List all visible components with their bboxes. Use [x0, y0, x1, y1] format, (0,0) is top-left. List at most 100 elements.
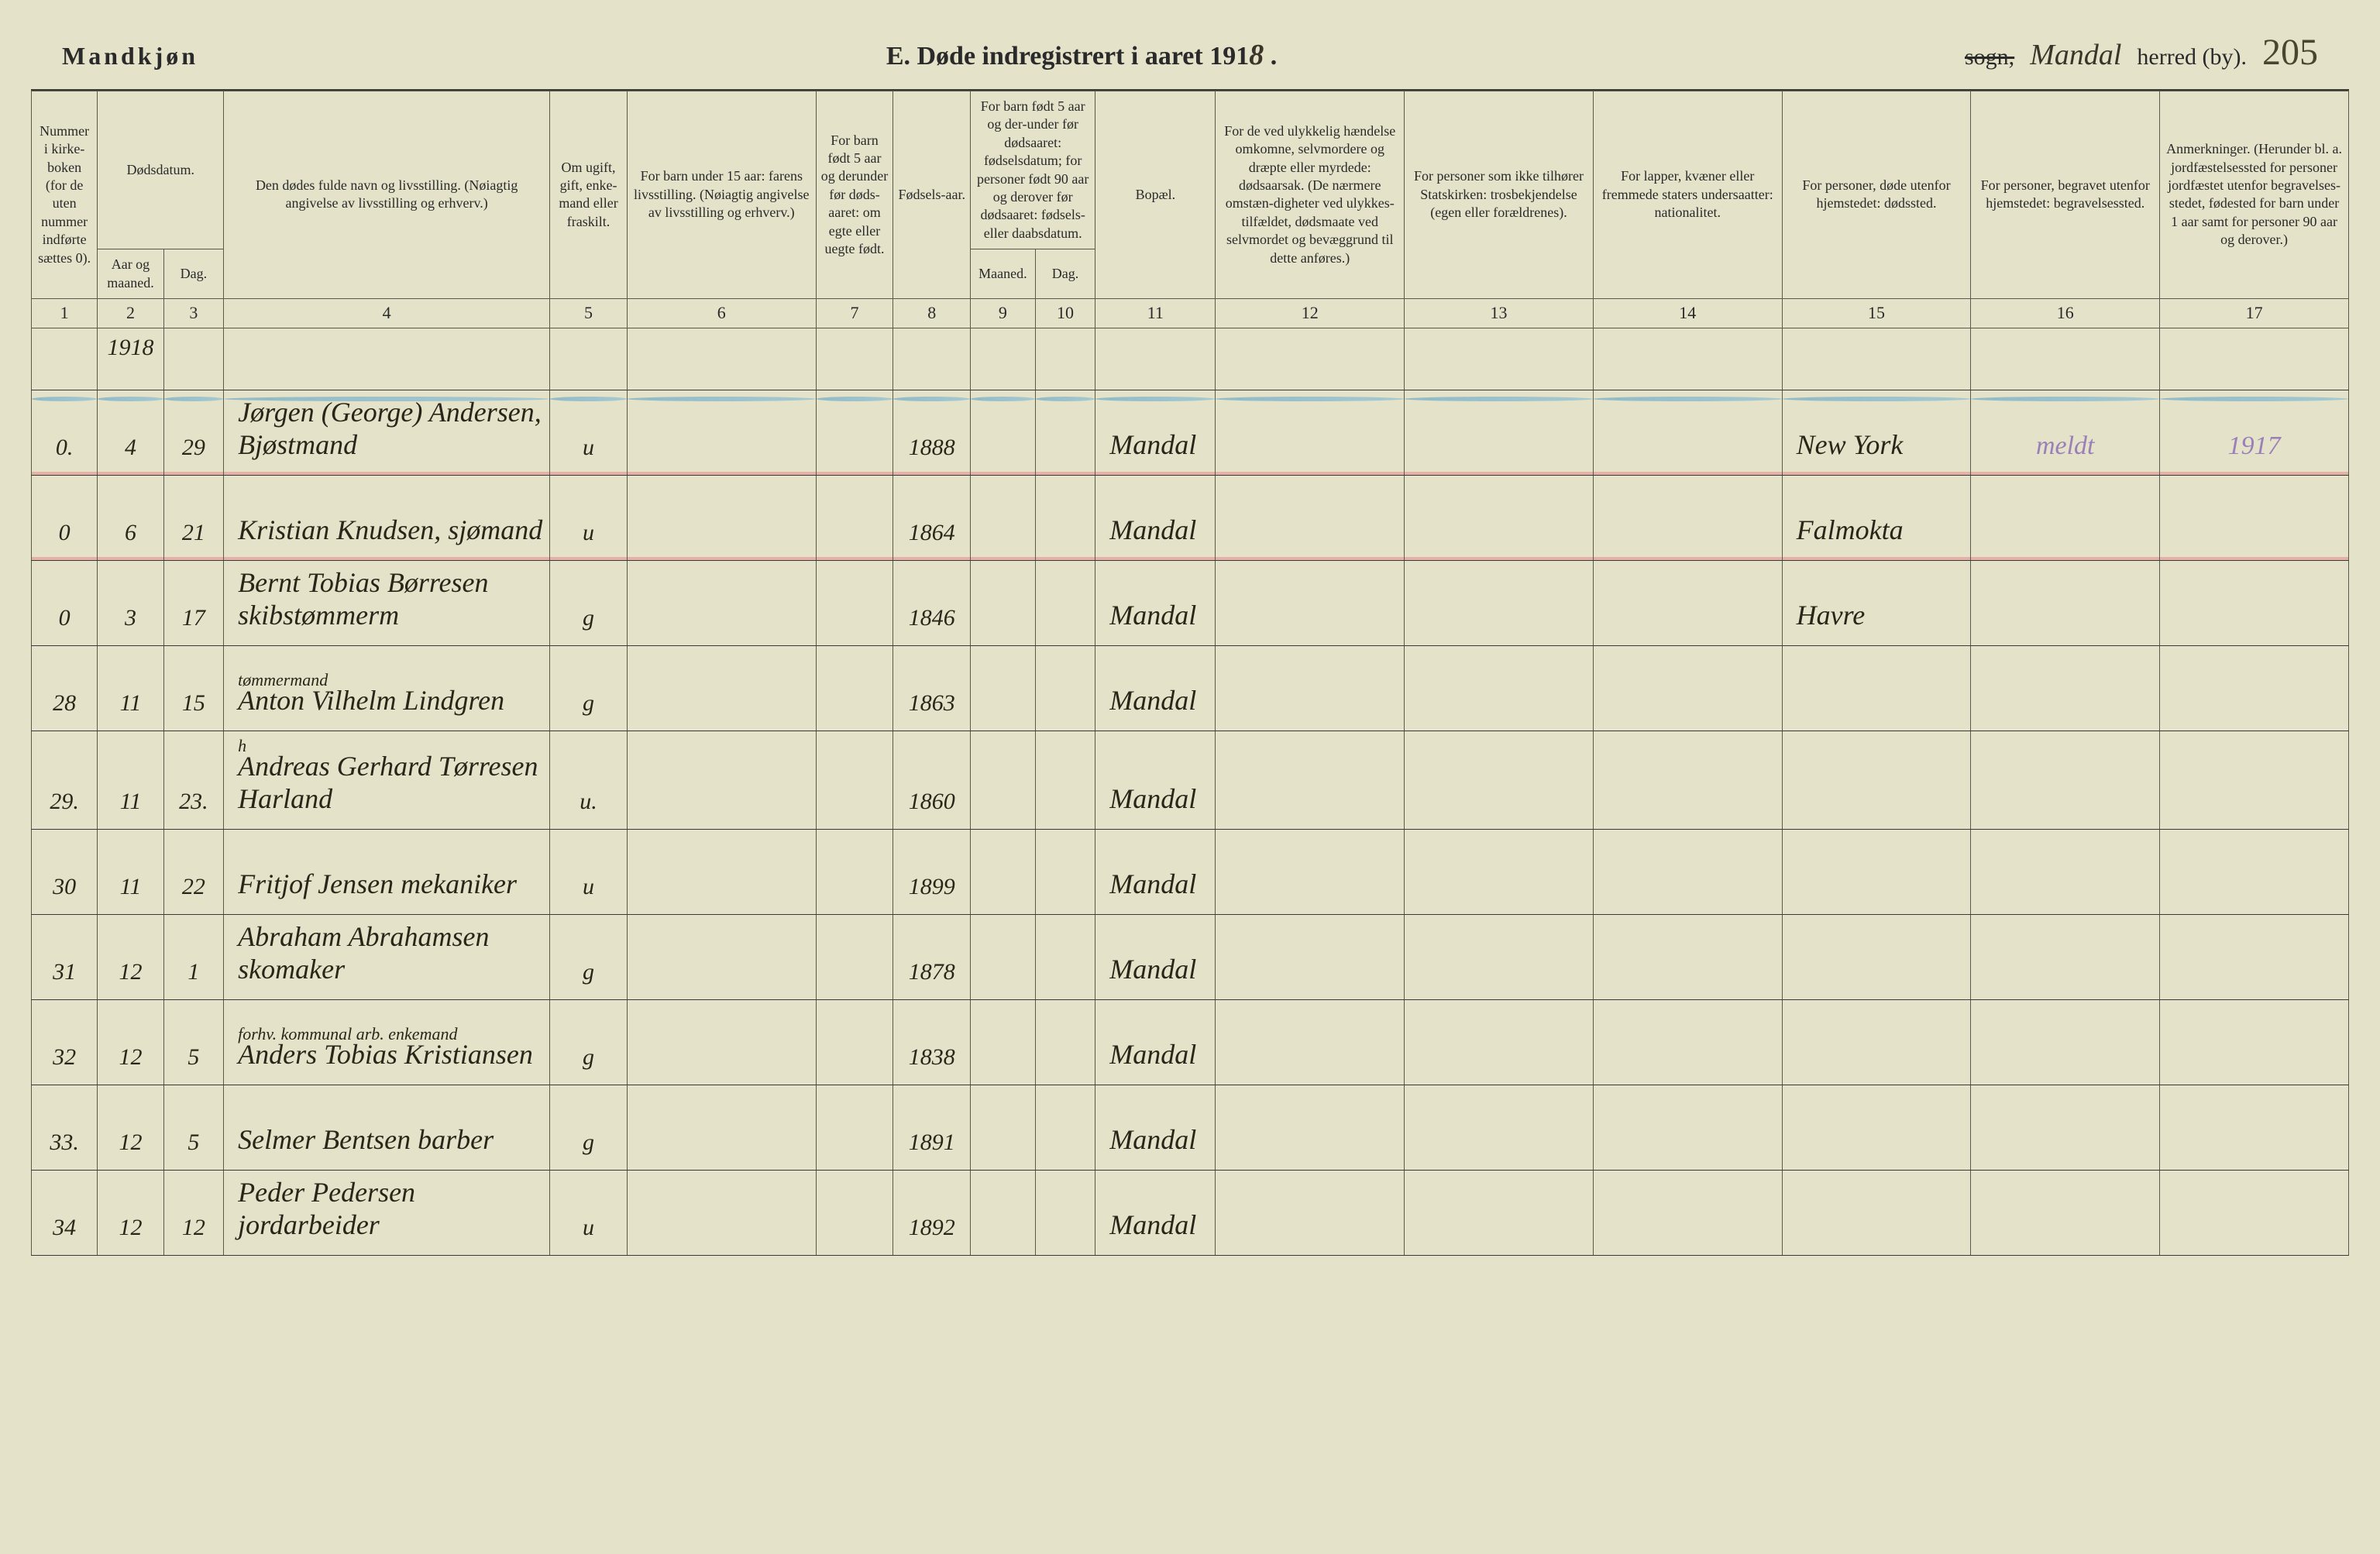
cell-father: [627, 560, 816, 645]
cell-place: Mandal: [1095, 829, 1216, 914]
cell-c15: [1782, 829, 1971, 914]
cell-name: Jørgen (George) Andersen, Bjøstmand: [224, 390, 550, 475]
colnum: 1: [32, 298, 98, 328]
cell-c15: [1782, 1085, 1971, 1170]
cell-num: 0.: [32, 390, 98, 475]
cell-legit: [816, 731, 893, 829]
table-row: 31121Abraham Abrahamsen skomakerg1878Man…: [32, 914, 2349, 999]
cell-c13: [1405, 1170, 1594, 1255]
cell-name: Kristian Knudsen, sjømand: [224, 475, 550, 560]
cell-birth-month: [971, 829, 1036, 914]
title: E. Døde indregistrert i aaret 1918 .: [886, 38, 1277, 72]
cell-birth-month: [971, 731, 1036, 829]
cell-c13: [1405, 390, 1594, 475]
cell-status: u: [550, 475, 628, 560]
cell-place: Mandal: [1095, 914, 1216, 999]
cell-month: 11: [98, 731, 163, 829]
cell-birth-day: [1035, 829, 1095, 914]
cell-place: Mandal: [1095, 645, 1216, 731]
page-number: 205: [2262, 31, 2318, 74]
cell-c14: [1593, 390, 1782, 475]
colnum: 4: [224, 298, 550, 328]
cell-c13: [1405, 829, 1594, 914]
cell-birth-month: [971, 560, 1036, 645]
colnum: 8: [893, 298, 971, 328]
cell-father: [627, 475, 816, 560]
sogn-value: Mandal: [2030, 38, 2121, 72]
cell-month: 11: [98, 829, 163, 914]
cell-father: [627, 914, 816, 999]
cell-day: 23.: [163, 731, 224, 829]
cell-c17: [2160, 1170, 2349, 1255]
colnum: 10: [1035, 298, 1095, 328]
cell-legit: [816, 475, 893, 560]
cell-num: 32: [32, 999, 98, 1085]
cell-c15: [1782, 914, 1971, 999]
cell-c17: [2160, 999, 2349, 1085]
cell-c12: [1216, 390, 1405, 475]
cell-num: 30: [32, 829, 98, 914]
cell-legit: [816, 999, 893, 1085]
cell-c16: [1971, 1170, 2160, 1255]
cell-num: 0: [32, 475, 98, 560]
cell-c13: [1405, 1085, 1594, 1170]
col-4-header: Den dødes fulde navn og livsstilling. (N…: [224, 91, 550, 299]
colnum: 2: [98, 298, 163, 328]
cell-c17: [2160, 829, 2349, 914]
col-2b-header: Dag.: [163, 249, 224, 299]
cell-birth-day: [1035, 560, 1095, 645]
cell-c12: [1216, 1085, 1405, 1170]
cell-c12: [1216, 645, 1405, 731]
cell-father: [627, 645, 816, 731]
sogn-label: sogn,: [1965, 44, 2014, 70]
cell-name: hAndreas Gerhard Tørresen Harland: [224, 731, 550, 829]
gender-label: Mandkjøn: [62, 42, 198, 70]
col-6-header: For barn under 15 aar: farens livsstilli…: [627, 91, 816, 299]
cell-num: 0: [32, 560, 98, 645]
cell-num: 29.: [32, 731, 98, 829]
cell-c17: [2160, 914, 2349, 999]
col-14-header: For lapper, kvæner eller fremmede stater…: [1593, 91, 1782, 299]
cell-birth-day: [1035, 645, 1095, 731]
colnum: 15: [1782, 298, 1971, 328]
cell-c14: [1593, 731, 1782, 829]
cell-day: 12: [163, 1170, 224, 1255]
col-8-header: Fødsels-aar.: [893, 91, 971, 299]
cell-num: 33.: [32, 1085, 98, 1170]
cell-c17: [2160, 1085, 2349, 1170]
col-9-header: Maaned.: [971, 249, 1036, 299]
col-11-header: Bopæl.: [1095, 91, 1216, 299]
table-row: 0.429Jørgen (George) Andersen, Bjøstmand…: [32, 390, 2349, 475]
cell-legit: [816, 1085, 893, 1170]
cell-status: g: [550, 999, 628, 1085]
cell-legit: [816, 914, 893, 999]
cell-place: Mandal: [1095, 390, 1216, 475]
herred-label: herred (by).: [2137, 44, 2247, 70]
cell-father: [627, 1085, 816, 1170]
cell-birth-month: [971, 999, 1036, 1085]
cell-status: g: [550, 914, 628, 999]
cell-place: Mandal: [1095, 475, 1216, 560]
cell-place: Mandal: [1095, 999, 1216, 1085]
colnum: 7: [816, 298, 893, 328]
header-right: sogn, Mandal herred (by). 205: [1965, 31, 2318, 74]
cell-c16: [1971, 829, 2160, 914]
cell-c12: [1216, 829, 1405, 914]
cell-month: 12: [98, 999, 163, 1085]
col-5-header: Om ugift, gift, enke-mand eller fraskilt…: [550, 91, 628, 299]
cell-c17: [2160, 475, 2349, 560]
colnum: 6: [627, 298, 816, 328]
cell-birth-month: [971, 914, 1036, 999]
colnum: 17: [2160, 298, 2349, 328]
cell-birth-year: 1838: [893, 999, 971, 1085]
col-910-header: For barn født 5 aar og der-under før død…: [971, 91, 1095, 249]
colnum: 9: [971, 298, 1036, 328]
cell-month: 6: [98, 475, 163, 560]
cell-c17: [2160, 645, 2349, 731]
table-row: 0317Bernt Tobias Børresen skibstømmermg1…: [32, 560, 2349, 645]
cell-c16: [1971, 475, 2160, 560]
cell-birth-day: [1035, 914, 1095, 999]
column-number-row: 1 2 3 4 5 6 7 8 9 10 11 12 13 14 15 16 1…: [32, 298, 2349, 328]
table-row: 32125forhv. kommunal arb. enkemandAnders…: [32, 999, 2349, 1085]
cell-legit: [816, 1170, 893, 1255]
